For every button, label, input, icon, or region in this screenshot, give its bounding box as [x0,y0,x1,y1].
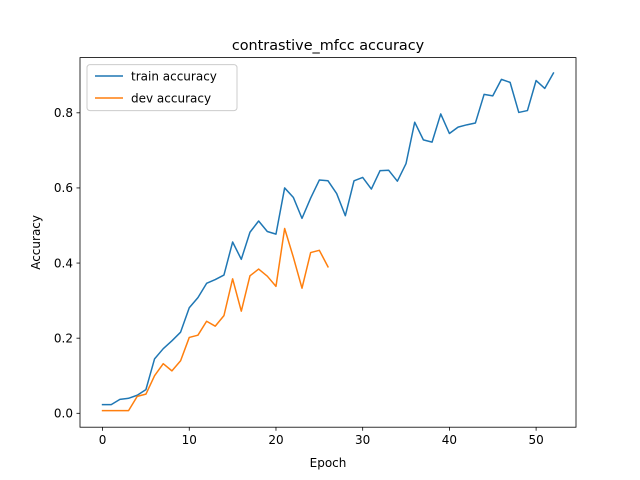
legend-box [86,64,238,112]
train-accuracy-line [101,71,555,406]
y-tick-label: 0.0 [54,407,73,421]
x-tick-label: 40 [442,433,457,447]
x-tick-label: 10 [182,433,197,447]
legend: train accuracy dev accuracy [86,64,238,112]
x-tick-label: 50 [528,433,543,447]
y-tick-label: 0.8 [54,106,73,120]
axes-frame [79,57,577,428]
y-tick-label: 0.2 [54,331,73,345]
x-tick-label: 20 [268,433,283,447]
series-layer [101,71,555,412]
dev-accuracy-line [101,227,330,412]
chart-title: contrastive_mfcc accuracy [232,38,425,54]
x-tick-label: 0 [99,433,107,447]
y-tick-label: 0.4 [54,256,73,270]
plot-background [80,57,576,428]
legend-dev-accuracy-label: dev accuracy [131,92,211,106]
y-axis-label: Accuracy [29,215,43,270]
y-tick-label: 0.6 [54,181,73,195]
x-axis-ticks: 0 10 20 30 40 50 [99,427,544,447]
x-axis-label: Epoch [310,456,347,470]
y-axis-ticks: 0.0 0.2 0.4 0.6 0.8 [54,106,80,421]
legend-train-accuracy-label: train accuracy [131,70,217,84]
plot-area [79,57,577,428]
x-tick-label: 30 [355,433,370,447]
